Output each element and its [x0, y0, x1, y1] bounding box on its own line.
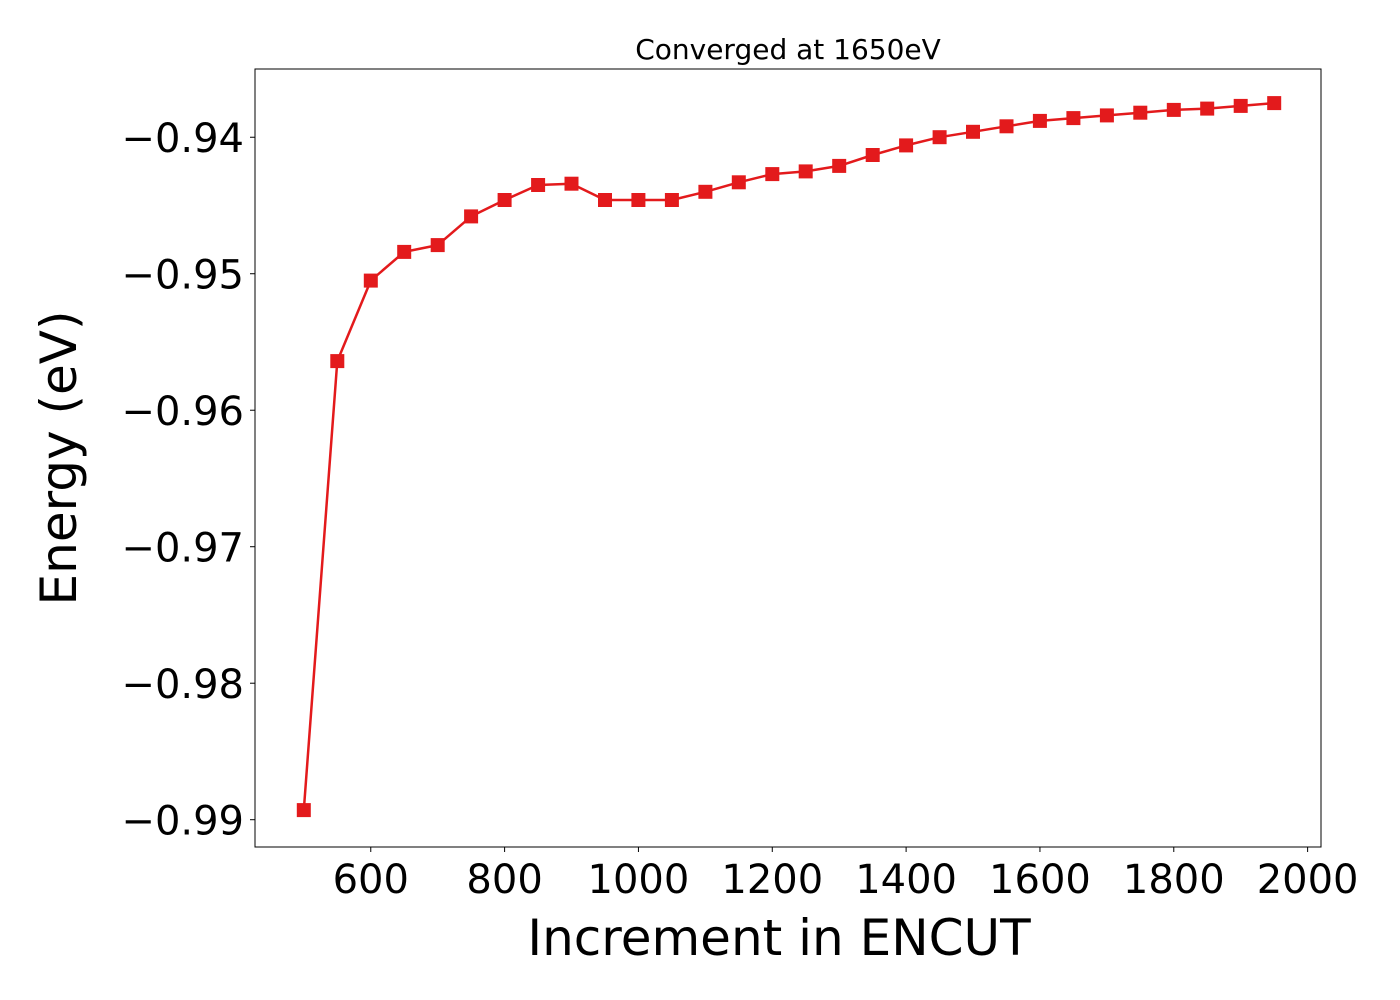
data-point-marker [999, 119, 1014, 134]
data-point-marker [564, 176, 579, 191]
data-point-marker [765, 167, 780, 182]
y-axis: −0.94 −0.95 −0.96 −0.97 −0.98 −0.99 [121, 116, 255, 845]
data-point-marker [497, 193, 512, 207]
data-point-marker [899, 138, 914, 153]
x-tick-label: 1000 [588, 857, 690, 903]
x-tick-label: 1400 [855, 857, 957, 903]
data-point-marker [363, 273, 378, 288]
x-tick-label: 1600 [989, 857, 1091, 903]
y-tick-label: −0.98 [121, 662, 244, 708]
y-tick-label: −0.96 [121, 389, 244, 435]
data-point-marker [664, 193, 679, 207]
data-point-marker [1200, 101, 1215, 116]
y-tick-label: −0.95 [121, 253, 244, 299]
y-axis-title: Energy (eV) [30, 311, 88, 606]
x-tick-label: 1200 [721, 857, 823, 903]
series-line [302, 101, 1275, 811]
data-point-marker [1133, 105, 1148, 120]
data-point-marker [296, 803, 311, 818]
data-point-marker [330, 354, 345, 369]
data-point-marker [832, 158, 847, 173]
data-point-marker [1066, 111, 1081, 126]
data-point-marker [631, 193, 646, 207]
x-tick-label: 2000 [1257, 857, 1359, 903]
data-point-marker [1233, 98, 1248, 113]
x-tick-label: 600 [333, 857, 409, 903]
data-point-marker [531, 178, 546, 192]
y-tick-label: −0.99 [121, 799, 244, 845]
plot-frame [254, 68, 1322, 848]
data-point-marker [598, 193, 612, 207]
data-point-marker [464, 209, 479, 224]
data-point-marker [865, 148, 880, 162]
x-axis: 600 800 1000 1200 1400 1600 1800 2000 [333, 847, 1359, 903]
data-point-marker [1099, 108, 1114, 123]
x-tick-label: 800 [466, 857, 542, 903]
data-point-marker [1032, 113, 1047, 128]
data-point-marker [430, 238, 445, 253]
x-tick-label: 1800 [1123, 857, 1225, 903]
data-point-marker [731, 175, 746, 190]
y-tick-label: −0.94 [121, 116, 244, 162]
x-axis-title: Increment in ENCUT [527, 909, 1031, 967]
data-point-marker [698, 184, 713, 199]
data-point-marker [1267, 96, 1282, 111]
plot-series [296, 96, 1282, 818]
data-point-marker [966, 124, 980, 139]
chart-title: Converged at 1650eV [635, 33, 941, 66]
data-point-marker [798, 164, 813, 179]
y-tick-label: −0.97 [121, 526, 244, 572]
data-point-marker [1166, 102, 1181, 117]
data-point-marker [397, 244, 412, 259]
data-point-marker [932, 130, 947, 145]
